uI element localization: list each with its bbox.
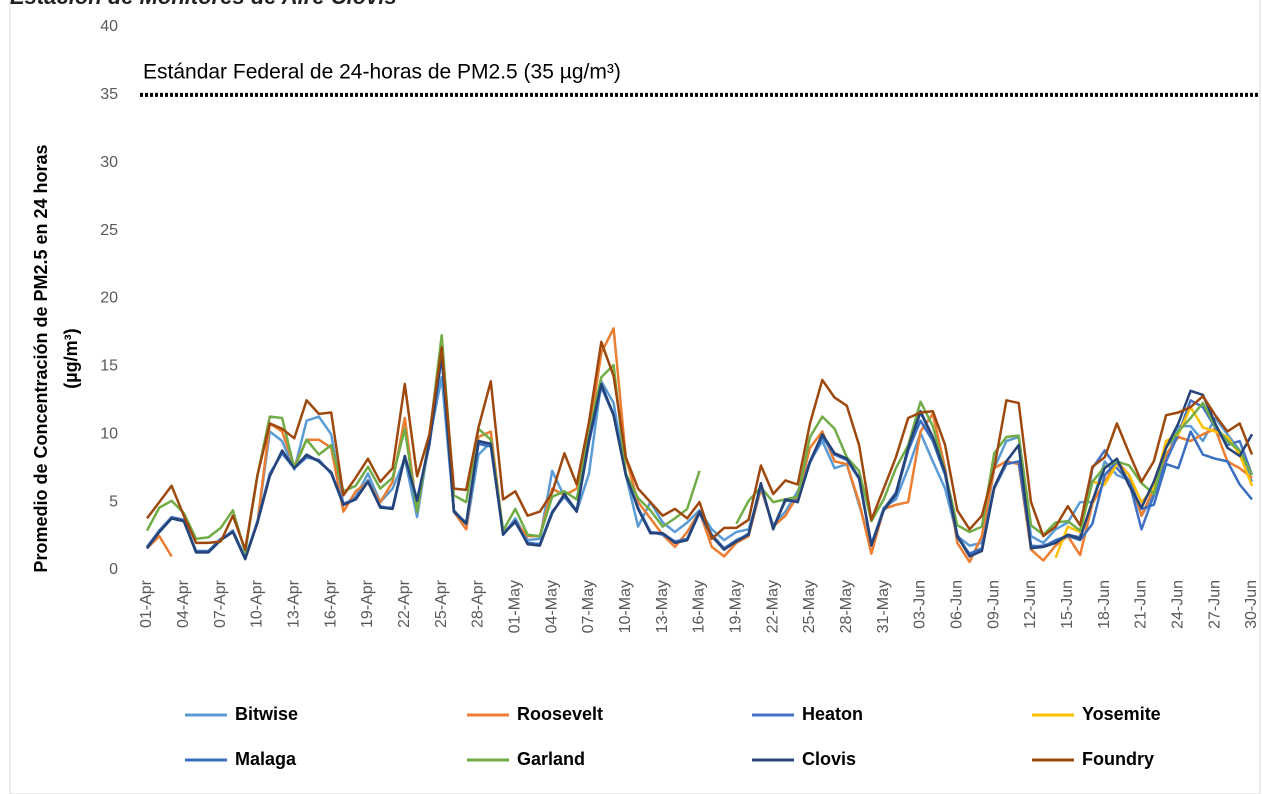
x-tick-label: 13-May bbox=[654, 580, 671, 633]
legend-label: Heaton bbox=[802, 704, 863, 724]
chart-border bbox=[9, 0, 1261, 794]
x-tick-label: 16-May bbox=[691, 580, 708, 633]
y-tick-label: 10 bbox=[100, 425, 118, 442]
legend-label: Foundry bbox=[1082, 749, 1154, 769]
y-tick-label: 0 bbox=[109, 561, 118, 578]
x-tick-label: 31-May bbox=[875, 580, 892, 633]
x-tick-label: 01-Apr bbox=[138, 579, 155, 628]
y-tick-label: 5 bbox=[109, 493, 118, 510]
series-line bbox=[146, 340, 1254, 551]
x-tick-label: 25-Apr bbox=[433, 579, 450, 628]
y-tick-label: 35 bbox=[100, 86, 118, 103]
legend-label: Roosevelt bbox=[517, 704, 603, 724]
x-tick-label: 13-Apr bbox=[286, 579, 303, 628]
x-tick-label: 12-Jun bbox=[1022, 580, 1039, 629]
x-tick-label: 10-May bbox=[617, 580, 634, 633]
x-tick-label: 25-May bbox=[801, 580, 818, 633]
series-line bbox=[146, 352, 1254, 561]
legend-label: Yosemite bbox=[1082, 704, 1161, 724]
x-tick-label: 04-May bbox=[543, 580, 560, 633]
x-tick-label: 27-Jun bbox=[1206, 580, 1223, 629]
x-tick-label: 15-Jun bbox=[1059, 580, 1076, 629]
x-tick-label: 10-Apr bbox=[249, 579, 266, 628]
y-tick-label: 25 bbox=[100, 222, 118, 239]
x-tick-label: 07-Apr bbox=[212, 579, 229, 628]
chart-title: Estación de Monitores de Aire Clovis bbox=[10, 0, 397, 9]
x-tick-label: 22-May bbox=[764, 580, 781, 633]
x-tick-label: 19-May bbox=[728, 580, 745, 633]
x-tick-label: 21-Jun bbox=[1133, 580, 1150, 629]
x-tick-label: 19-Apr bbox=[359, 579, 376, 628]
y-axis-label: Promedio de Concentración de PM2.5 en 24… bbox=[31, 144, 51, 572]
x-tick-label: 22-Apr bbox=[396, 579, 413, 628]
legend-label: Bitwise bbox=[235, 704, 298, 724]
legend-label: Malaga bbox=[235, 749, 297, 769]
y-tick-label: 30 bbox=[100, 154, 118, 171]
reference-label: Estándar Federal de 24-horas de PM2.5 (3… bbox=[143, 60, 621, 83]
legend-label: Clovis bbox=[802, 749, 856, 769]
y-tick-label: 40 bbox=[100, 18, 118, 35]
x-tick-label: 01-May bbox=[507, 580, 524, 633]
x-tick-label: 18-Jun bbox=[1096, 580, 1113, 629]
x-tick-label: 07-May bbox=[580, 580, 597, 633]
x-tick-label: 28-May bbox=[838, 580, 855, 633]
x-tick-label: 09-Jun bbox=[985, 580, 1002, 629]
y-axis-label: (µg/m³) bbox=[61, 328, 81, 388]
x-tick-label: 28-Apr bbox=[470, 579, 487, 628]
series-line bbox=[146, 327, 1253, 564]
x-tick-label: 03-Jun bbox=[912, 580, 929, 629]
x-tick-label: 06-Jun bbox=[949, 580, 966, 629]
y-tick-label: 20 bbox=[100, 290, 118, 307]
y-tick-label: 15 bbox=[100, 358, 118, 375]
x-tick-label: 16-Apr bbox=[322, 579, 339, 628]
x-tick-label: 30-Jun bbox=[1243, 580, 1260, 629]
x-tick-label: 24-Jun bbox=[1170, 580, 1187, 629]
x-tick-label: 04-Apr bbox=[175, 579, 192, 628]
legend-label: Garland bbox=[517, 749, 585, 769]
